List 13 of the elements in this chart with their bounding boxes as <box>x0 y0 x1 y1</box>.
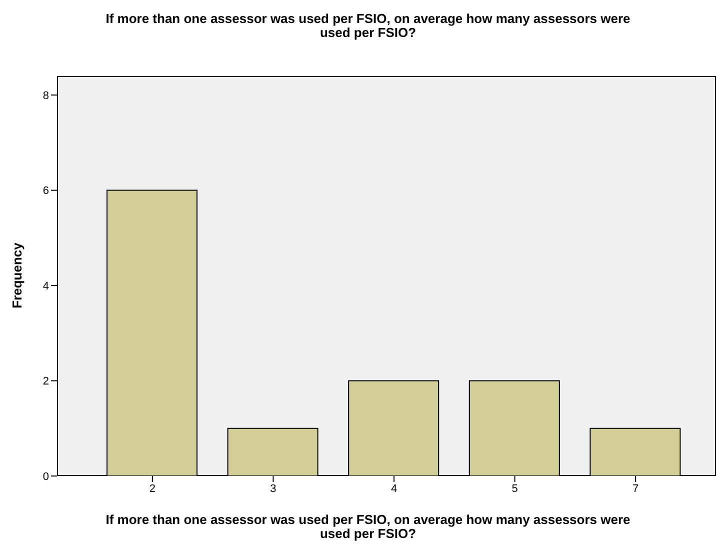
x-axis-title: If more than one assessor was used per FSIO, on average how many assessors were used per FSIO? <box>104 512 632 541</box>
x-tick-label: 5 <box>512 482 518 495</box>
x-tick-label: 4 <box>390 482 398 495</box>
y-tick-label: 2 <box>42 376 49 388</box>
chart-title: If more than one assessor was used per FSIO, on average how many assessors were used per FSIO? <box>104 11 632 40</box>
y-axis-title: Frequency <box>10 242 24 310</box>
x-tick-label: 2 <box>149 482 156 495</box>
y-tick-label: 4 <box>42 280 49 292</box>
x-tick-label: 7 <box>632 482 639 495</box>
y-tick-label: 8 <box>42 90 49 102</box>
x-tick-label: 3 <box>270 482 276 495</box>
y-tick-label: 0 <box>42 470 49 483</box>
y-tick-label: 6 <box>42 185 49 198</box>
